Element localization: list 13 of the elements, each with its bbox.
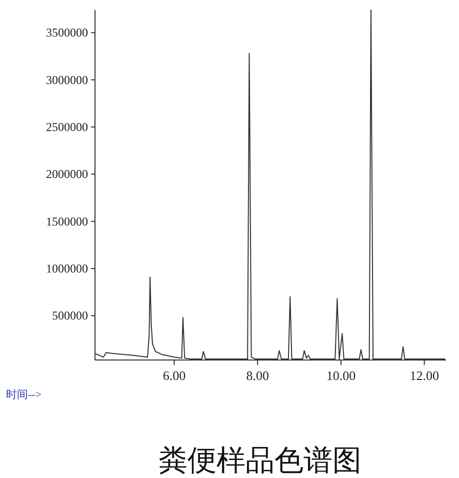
y-tick-label: 2500000 (46, 120, 88, 134)
y-tick-label: 3000000 (46, 72, 88, 87)
y-tick-label: 2000000 (46, 167, 88, 182)
x-axis-title: 时间--> (6, 388, 42, 401)
y-tick-label: 1500000 (46, 214, 88, 228)
text: 粪便样品色谱图 (158, 445, 362, 477)
x-tick-label: 12.00 (410, 368, 439, 383)
y-tick-label: 3500000 (46, 26, 88, 40)
x-tick-label: 8.00 (246, 368, 269, 383)
x-tick-label: 10.00 (326, 368, 356, 383)
x-tick-label: 6.00 (162, 368, 186, 383)
y-tick-label: 500000 (52, 308, 88, 323)
y-tick-label: 1000000 (46, 261, 88, 276)
